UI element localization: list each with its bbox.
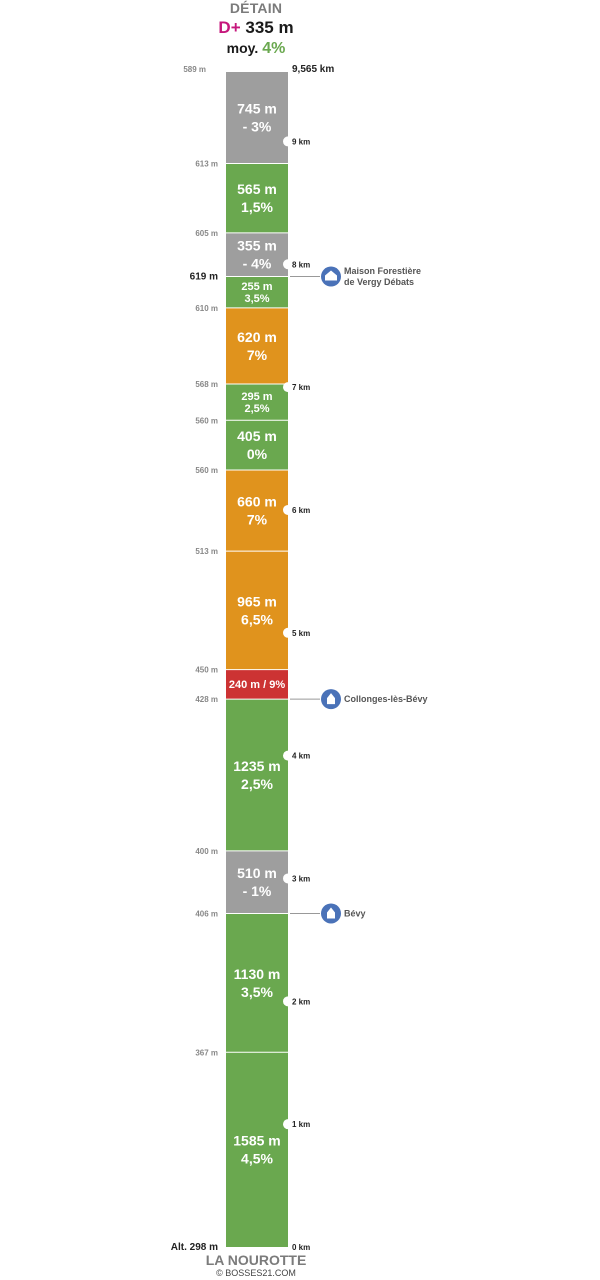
church-shape xyxy=(327,693,335,705)
segment-bar xyxy=(226,699,288,851)
km-notch xyxy=(283,382,288,393)
altitude-label: 406 m xyxy=(195,909,218,918)
km-notch xyxy=(283,750,288,761)
segment-length-label: 510 m xyxy=(237,865,277,881)
km-notch xyxy=(283,1119,288,1130)
altitude-label: 560 m xyxy=(195,466,218,475)
altitude-label: 619 m xyxy=(190,272,218,283)
segment-length-label: 620 m xyxy=(237,329,277,345)
segment-length-label: 255 m xyxy=(241,281,272,293)
segment-grade-label: - 4% xyxy=(243,256,272,272)
segment-length-label: 965 m xyxy=(237,593,277,609)
segment-length-label: 1130 m xyxy=(234,966,281,982)
segment-bar xyxy=(226,232,288,277)
altitude-label: 605 m xyxy=(195,229,218,238)
segment-bar xyxy=(226,384,288,421)
km-marker-label: 5 km xyxy=(292,629,310,638)
segment-bar xyxy=(226,420,288,471)
km-marker-label: 4 km xyxy=(292,752,310,761)
segment-bar xyxy=(226,551,288,670)
average-grade: moy. 4% xyxy=(0,40,512,58)
altitude-label: 589 m xyxy=(183,65,206,74)
km-marker-label: 3 km xyxy=(292,874,310,883)
altitude-label: 610 m xyxy=(195,304,218,313)
segment-bar xyxy=(226,470,288,552)
segment-bar xyxy=(226,307,288,385)
altitude-label: 367 m xyxy=(195,1048,218,1057)
segment-bar xyxy=(226,163,288,233)
total-distance-label: 9,565 km xyxy=(292,64,334,75)
segment-grade-label: 7% xyxy=(247,347,268,363)
altitude-label: 613 m xyxy=(195,160,218,169)
altitude-label: 513 m xyxy=(195,547,218,556)
place-name-label: Collonges-lès-Bévy xyxy=(344,694,428,704)
km-marker-label: 1 km xyxy=(292,1120,310,1129)
segment-bar xyxy=(226,669,288,700)
climb-title: DÉTAIN xyxy=(229,0,283,16)
km-marker-label: 8 km xyxy=(292,260,310,269)
segment-grade-label: 2,5% xyxy=(244,403,269,415)
segment-bar xyxy=(226,72,288,164)
segment-grade-label: 3,5% xyxy=(241,984,273,1000)
km-marker-label: 2 km xyxy=(292,997,310,1006)
segment-length-label: 660 m xyxy=(237,493,277,509)
place-name-label: Bévy xyxy=(344,908,366,918)
segment-grade-label: 1,5% xyxy=(241,199,273,215)
segment-length-label: 405 m xyxy=(237,428,277,444)
place-name-label: de Vergy Débats xyxy=(344,277,414,287)
segment-bar xyxy=(226,913,288,1053)
dplus-value: 335 m xyxy=(245,18,294,37)
km-notch xyxy=(283,136,288,147)
segment-bar xyxy=(226,276,288,308)
altitude-label: 400 m xyxy=(195,847,218,856)
avg-prefix: moy. xyxy=(226,40,259,56)
altitude-label: 568 m xyxy=(195,380,218,389)
house-shape xyxy=(325,270,337,281)
copyright: © BOSSES21.COM xyxy=(216,1268,296,1278)
segment-grade-label: - 1% xyxy=(243,883,272,899)
segment-length-label: 1585 m xyxy=(233,1133,280,1149)
segment-length-label: 565 m xyxy=(237,181,277,197)
segment-length-label: 355 m xyxy=(237,238,277,254)
segment-grade-label: - 3% xyxy=(243,119,272,135)
km-notch xyxy=(283,259,288,270)
altitude-label: 450 m xyxy=(195,666,218,675)
altitude-label: 560 m xyxy=(195,416,218,425)
segment-length-label: 745 m xyxy=(237,101,277,117)
dplus-prefix: D+ xyxy=(218,18,241,37)
elevation-gain: D+ 335 m xyxy=(0,18,512,38)
segment-grade-label: 6,5% xyxy=(241,611,273,627)
segment-grade-label: 7% xyxy=(247,511,268,527)
km-notch xyxy=(283,627,288,638)
segment-grade-label: 0% xyxy=(247,446,268,462)
km-marker-label: 6 km xyxy=(292,506,310,515)
start-location: LA NOUROTTE xyxy=(205,1252,307,1268)
km-marker-label: 9 km xyxy=(292,137,310,146)
segment-length-label: 295 m xyxy=(241,391,272,403)
segment-bar xyxy=(226,1052,288,1247)
segment-grade-label: 3,5% xyxy=(244,293,269,305)
segment-bar xyxy=(226,850,288,914)
km-notch xyxy=(283,873,288,884)
segment-grade-label: 2,5% xyxy=(241,776,273,792)
km-marker-label: 7 km xyxy=(292,383,310,392)
altitude-label: 428 m xyxy=(195,695,218,704)
segment-grade-label: 4,5% xyxy=(241,1151,273,1167)
place-name-label: Maison Forestière xyxy=(344,266,421,276)
segment-length-label: 240 m / 9% xyxy=(229,679,285,691)
km-notch xyxy=(283,996,288,1007)
start-altitude-label: Alt. 298 m xyxy=(171,1242,218,1253)
km-marker-label: 0 km xyxy=(292,1243,310,1252)
church-shape xyxy=(327,907,335,919)
avg-value: 4% xyxy=(262,40,286,57)
km-notch xyxy=(283,504,288,515)
segment-length-label: 1235 m xyxy=(233,758,280,774)
